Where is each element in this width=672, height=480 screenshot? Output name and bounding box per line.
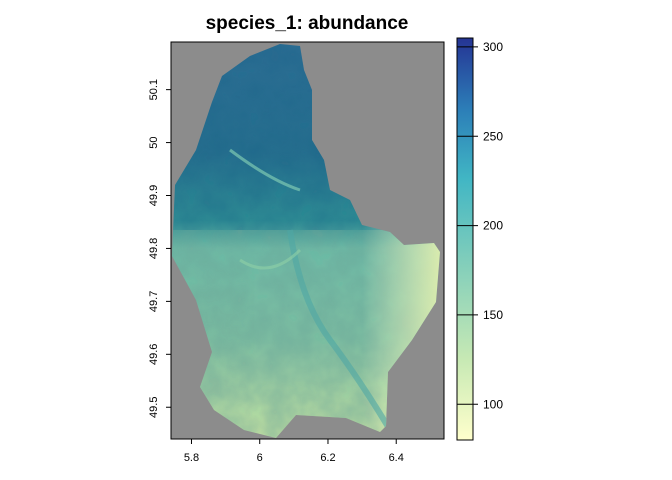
legend-tick-label: 200 (483, 219, 503, 233)
legend-tick-label: 250 (483, 129, 503, 143)
x-tick-label: 6.2 (320, 452, 335, 464)
y-tick-label: 50.1 (148, 79, 160, 100)
x-tick-label: 6 (257, 452, 263, 464)
x-tick-label: 6.4 (389, 452, 404, 464)
legend-tick-label: 300 (483, 40, 503, 54)
plot-frame (170, 41, 445, 440)
y-tick-label: 49.5 (148, 397, 160, 418)
y-tick-label: 49.6 (148, 344, 160, 365)
x-tick-label: 5.8 (184, 452, 199, 464)
y-tick-label: 49.8 (148, 238, 160, 259)
color-legend: 100 150 200 250 300 (456, 37, 503, 441)
y-tick-label: 49.9 (148, 185, 160, 206)
chart-title: species_1: abundance (206, 13, 409, 34)
legend-colorbar (456, 37, 474, 441)
legend-tick-label: 150 (483, 308, 503, 322)
legend-tick-label: 100 (483, 397, 503, 411)
y-axis: 49.5 49.6 49.7 49.8 49.9 50 50.1 (148, 79, 171, 418)
y-tick-label: 50 (148, 136, 160, 148)
y-tick-label: 49.7 (148, 291, 160, 312)
x-axis: 5.8 6 6.2 6.4 (184, 439, 404, 464)
